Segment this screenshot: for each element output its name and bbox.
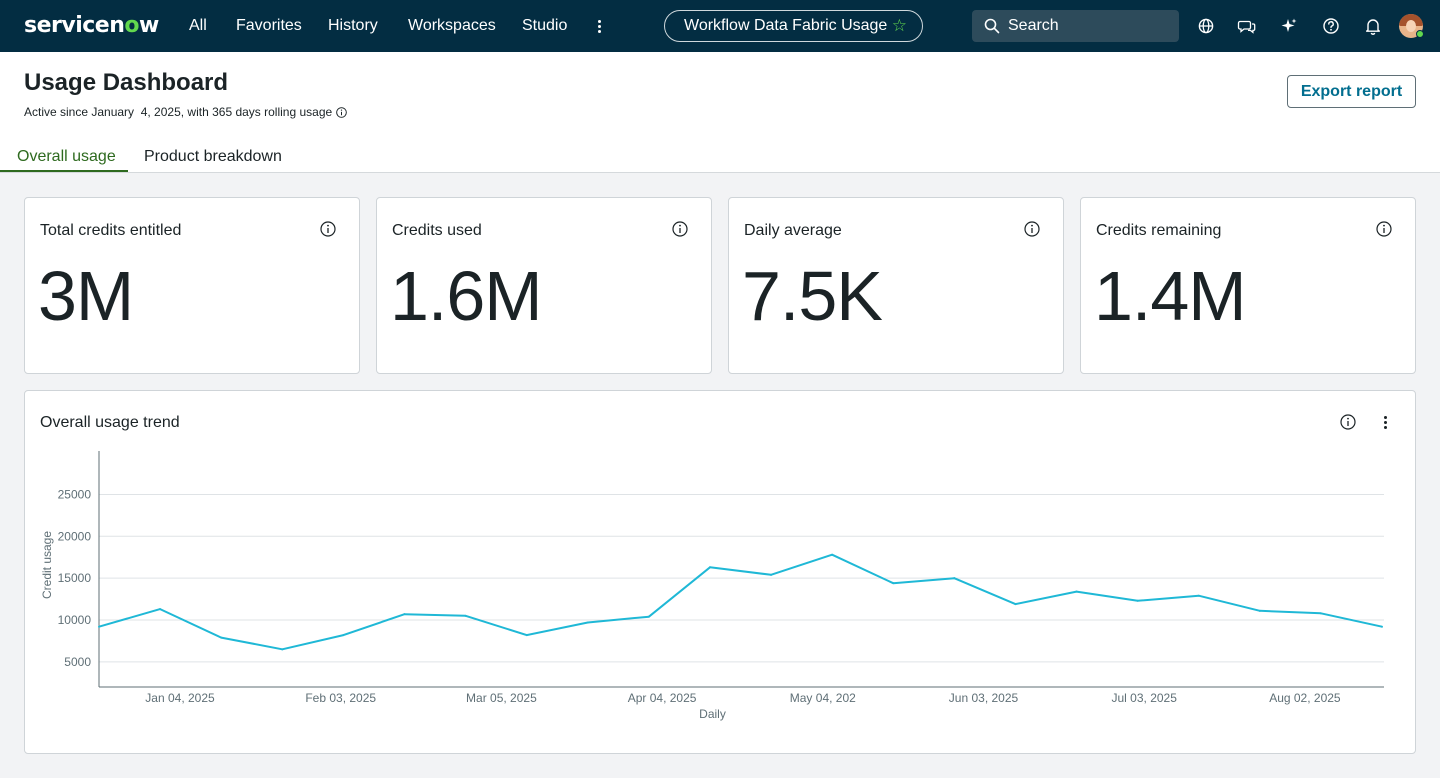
stat-card-credits-remaining: Credits remaining 1.4M (1080, 197, 1416, 374)
page-header: Usage Dashboard Active since January 4, … (0, 52, 1440, 173)
data-point (159, 608, 162, 611)
data-point (1014, 603, 1017, 606)
stat-value: 3M (38, 257, 134, 335)
stat-value: 1.6M (390, 257, 543, 335)
usage-line-chart: 5000 10000 15000 20000 25000 Jan 04, 2025 Feb … (40, 451, 1384, 721)
x-tick-label: Mar 05, 2025 (466, 691, 537, 705)
data-point (1319, 612, 1322, 615)
context-title-pill[interactable]: Workflow Data Fabric Usage ☆ (664, 10, 923, 42)
y-axis-label: Credit usage (40, 531, 54, 599)
stat-value: 1.4M (1094, 257, 1247, 335)
data-point (1381, 625, 1383, 628)
nav-all[interactable]: All (189, 17, 207, 34)
more-vertical-icon[interactable] (592, 16, 606, 36)
data-point (464, 614, 467, 617)
x-tick-label: Jun 03, 2025 (949, 691, 1019, 705)
stat-value: 7.5K (742, 257, 883, 335)
data-point (953, 577, 956, 580)
chat-icon[interactable] (1237, 16, 1257, 36)
data-point (342, 634, 345, 637)
stat-card-daily-average: Daily average 7.5K (728, 197, 1064, 374)
info-icon[interactable] (1376, 221, 1392, 237)
data-point (525, 634, 528, 637)
nav-favorites[interactable]: Favorites (236, 17, 302, 34)
search-input[interactable]: Search (972, 10, 1179, 42)
data-point (281, 648, 284, 651)
context-title: Workflow Data Fabric Usage (684, 17, 888, 34)
stat-label: Total credits entitled (40, 222, 182, 239)
y-tick-label: 10000 (58, 613, 92, 627)
nav-workspaces[interactable]: Workspaces (408, 17, 496, 34)
data-point (403, 613, 406, 616)
chart-title: Overall usage trend (40, 414, 180, 431)
x-tick-label: Aug 02, 2025 (1269, 691, 1341, 705)
usage-series-line (98, 553, 1383, 651)
usage-trend-card: Overall usage trend 5000 10000 15000 20000 2… (24, 390, 1416, 754)
logo-text-o: o (124, 13, 139, 38)
data-point (831, 553, 834, 556)
x-tick-label: May 04, 202 (790, 691, 856, 705)
y-tick-label: 20000 (58, 529, 92, 543)
nav-studio[interactable]: Studio (522, 17, 568, 34)
data-point (1136, 599, 1139, 602)
page-title: Usage Dashboard (24, 69, 229, 96)
info-icon[interactable] (1024, 221, 1040, 237)
online-status-dot (1416, 30, 1424, 38)
y-tick-label: 25000 (58, 487, 92, 501)
sparkle-icon[interactable] (1279, 16, 1299, 36)
page-subtitle: Active since January 4, 2025, with 365 d… (24, 105, 333, 119)
x-tick-label: Jul 03, 2025 (1112, 691, 1178, 705)
info-icon[interactable] (320, 221, 336, 237)
tab-product-breakdown[interactable]: Product breakdown (144, 148, 282, 165)
globe-icon[interactable] (1196, 16, 1216, 36)
data-point (1197, 594, 1200, 597)
nav-history[interactable]: History (328, 17, 378, 34)
x-tick-label: Apr 04, 2025 (628, 691, 697, 705)
search-icon (984, 18, 1000, 34)
info-icon[interactable] (672, 221, 688, 237)
active-tab-indicator (0, 170, 128, 172)
stat-label: Credits remaining (1096, 222, 1222, 239)
servicenow-logo[interactable]: servicenow (24, 12, 159, 40)
y-tick-label: 15000 (58, 571, 92, 585)
info-icon[interactable] (336, 107, 347, 118)
data-point (647, 615, 650, 618)
logo-text-b: w (139, 13, 159, 38)
x-axis-label: Daily (699, 707, 726, 721)
stat-card-credits-used: Credits used 1.6M (376, 197, 712, 374)
x-tick-label: Feb 03, 2025 (305, 691, 376, 705)
data-point (892, 582, 895, 585)
export-report-button[interactable]: Export report (1287, 75, 1416, 108)
data-point (1258, 609, 1261, 612)
data-point (586, 621, 589, 624)
data-point (770, 573, 773, 576)
tab-overall-usage[interactable]: Overall usage (17, 148, 116, 165)
top-navigation: servicenow All Favorites History Workspa… (0, 0, 1440, 52)
y-tick-label: 5000 (64, 655, 91, 669)
logo-text-a: servicen (24, 13, 125, 38)
info-icon[interactable] (1340, 414, 1356, 430)
search-placeholder: Search (1008, 17, 1059, 34)
stat-label: Daily average (744, 222, 842, 239)
data-point (1075, 590, 1078, 593)
data-point (708, 566, 711, 569)
stat-label: Credits used (392, 222, 482, 239)
stat-card-total-credits: Total credits entitled 3M (24, 197, 360, 374)
help-icon[interactable] (1321, 16, 1341, 36)
x-tick-label: Jan 04, 2025 (145, 691, 215, 705)
data-point (220, 636, 223, 639)
bell-icon[interactable] (1363, 16, 1383, 36)
data-point (98, 625, 100, 628)
star-icon[interactable]: ☆ (891, 16, 907, 35)
more-vertical-icon[interactable] (1378, 414, 1392, 432)
